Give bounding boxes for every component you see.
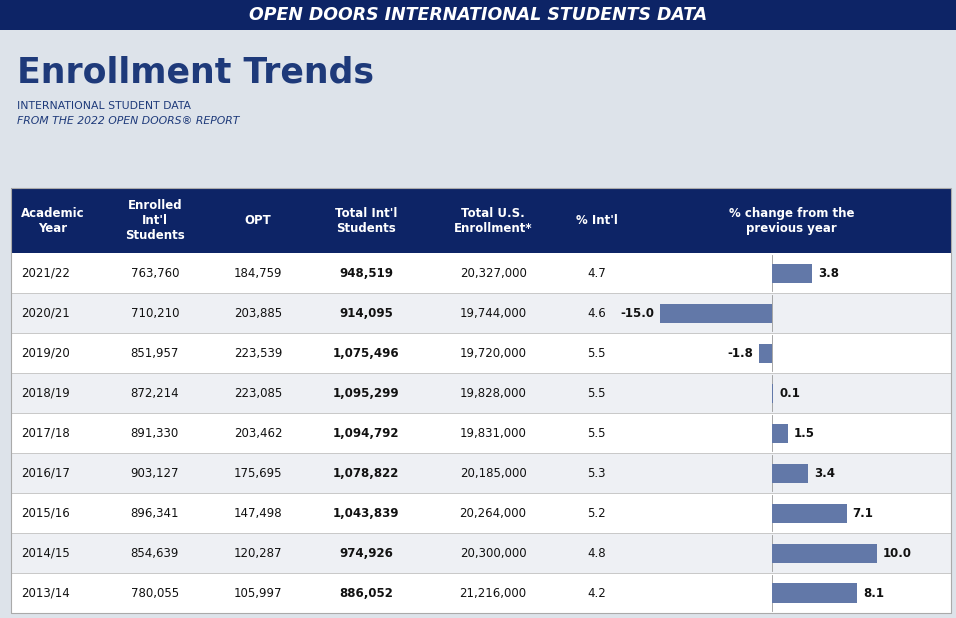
Text: 5.2: 5.2 bbox=[587, 507, 606, 520]
Text: 4.6: 4.6 bbox=[587, 307, 606, 320]
Text: Academic
Year: Academic Year bbox=[21, 207, 85, 235]
Text: 1,043,839: 1,043,839 bbox=[333, 507, 400, 520]
Text: 20,264,000: 20,264,000 bbox=[460, 507, 527, 520]
Text: 19,828,000: 19,828,000 bbox=[460, 387, 527, 400]
Text: 1,075,496: 1,075,496 bbox=[333, 347, 400, 360]
Text: 948,519: 948,519 bbox=[339, 267, 393, 280]
Text: 2018/19: 2018/19 bbox=[21, 387, 70, 400]
Text: 886,052: 886,052 bbox=[339, 586, 393, 599]
Text: 203,885: 203,885 bbox=[234, 307, 282, 320]
Text: 8.1: 8.1 bbox=[863, 586, 884, 599]
Text: 903,127: 903,127 bbox=[131, 467, 179, 480]
Text: 2020/21: 2020/21 bbox=[21, 307, 70, 320]
Text: OPT: OPT bbox=[245, 214, 272, 227]
Text: % change from the
previous year: % change from the previous year bbox=[728, 207, 855, 235]
Text: 3.4: 3.4 bbox=[814, 467, 835, 480]
Text: 896,341: 896,341 bbox=[131, 507, 179, 520]
Text: 20,300,000: 20,300,000 bbox=[460, 546, 527, 560]
Text: 2017/18: 2017/18 bbox=[21, 426, 70, 440]
Text: Total Int'l
Students: Total Int'l Students bbox=[335, 207, 398, 235]
Text: Enrolled
Int'l
Students: Enrolled Int'l Students bbox=[125, 200, 185, 242]
Text: Total U.S.
Enrollment*: Total U.S. Enrollment* bbox=[454, 207, 532, 235]
Text: ®: ® bbox=[941, 66, 954, 78]
Text: 2016/17: 2016/17 bbox=[21, 467, 70, 480]
Text: doors: doors bbox=[780, 78, 886, 114]
Text: OPEN DOORS INTERNATIONAL STUDENTS DATA: OPEN DOORS INTERNATIONAL STUDENTS DATA bbox=[249, 6, 707, 24]
Text: 854,639: 854,639 bbox=[131, 546, 179, 560]
Text: 4.7: 4.7 bbox=[587, 267, 606, 280]
Text: 1.5: 1.5 bbox=[793, 426, 815, 440]
Text: 851,957: 851,957 bbox=[131, 347, 179, 360]
Text: -15.0: -15.0 bbox=[620, 307, 654, 320]
Text: 2021/22: 2021/22 bbox=[21, 267, 70, 280]
Text: FROM THE 2022 OPEN DOORS® REPORT: FROM THE 2022 OPEN DOORS® REPORT bbox=[17, 116, 240, 125]
Text: 780,055: 780,055 bbox=[131, 586, 179, 599]
Text: Enrollment Trends: Enrollment Trends bbox=[17, 55, 374, 90]
Text: 2014/15: 2014/15 bbox=[21, 546, 70, 560]
Text: 3.8: 3.8 bbox=[818, 267, 839, 280]
Text: 4.2: 4.2 bbox=[587, 586, 606, 599]
Text: 0.1: 0.1 bbox=[779, 387, 800, 400]
Text: 19,744,000: 19,744,000 bbox=[460, 307, 527, 320]
Text: 203,462: 203,462 bbox=[234, 426, 282, 440]
Text: 20,185,000: 20,185,000 bbox=[460, 467, 527, 480]
Text: 1,078,822: 1,078,822 bbox=[333, 467, 400, 480]
Text: 20,327,000: 20,327,000 bbox=[460, 267, 527, 280]
Text: 2015/16: 2015/16 bbox=[21, 507, 70, 520]
Text: % Int'l: % Int'l bbox=[576, 214, 618, 227]
Text: 914,095: 914,095 bbox=[339, 307, 393, 320]
Text: 223,085: 223,085 bbox=[234, 387, 282, 400]
Text: -1.8: -1.8 bbox=[728, 347, 753, 360]
Text: 872,214: 872,214 bbox=[130, 387, 179, 400]
Text: 763,760: 763,760 bbox=[131, 267, 179, 280]
Text: 19,720,000: 19,720,000 bbox=[460, 347, 527, 360]
Text: 2019/20: 2019/20 bbox=[21, 347, 70, 360]
Text: 891,330: 891,330 bbox=[131, 426, 179, 440]
Text: 5.5: 5.5 bbox=[587, 387, 606, 400]
Text: 120,287: 120,287 bbox=[234, 546, 282, 560]
Text: 1,095,299: 1,095,299 bbox=[333, 387, 400, 400]
Text: 175,695: 175,695 bbox=[234, 467, 282, 480]
Text: 184,759: 184,759 bbox=[234, 267, 282, 280]
Text: 105,997: 105,997 bbox=[234, 586, 282, 599]
Text: 2013/14: 2013/14 bbox=[21, 586, 70, 599]
Text: 5.5: 5.5 bbox=[587, 426, 606, 440]
Text: 1,094,792: 1,094,792 bbox=[333, 426, 400, 440]
Text: 5.5: 5.5 bbox=[587, 347, 606, 360]
Text: 5.3: 5.3 bbox=[587, 467, 606, 480]
Text: 974,926: 974,926 bbox=[339, 546, 393, 560]
Text: 710,210: 710,210 bbox=[131, 307, 179, 320]
Text: 223,539: 223,539 bbox=[234, 347, 282, 360]
Text: INTERNATIONAL STUDENT DATA: INTERNATIONAL STUDENT DATA bbox=[17, 101, 191, 111]
Text: open: open bbox=[599, 78, 693, 114]
Text: 147,498: 147,498 bbox=[234, 507, 282, 520]
Text: 21,216,000: 21,216,000 bbox=[460, 586, 527, 599]
Text: 4.8: 4.8 bbox=[587, 546, 606, 560]
Text: 7.1: 7.1 bbox=[853, 507, 874, 520]
Text: 10.0: 10.0 bbox=[883, 546, 912, 560]
Text: 19,831,000: 19,831,000 bbox=[460, 426, 527, 440]
